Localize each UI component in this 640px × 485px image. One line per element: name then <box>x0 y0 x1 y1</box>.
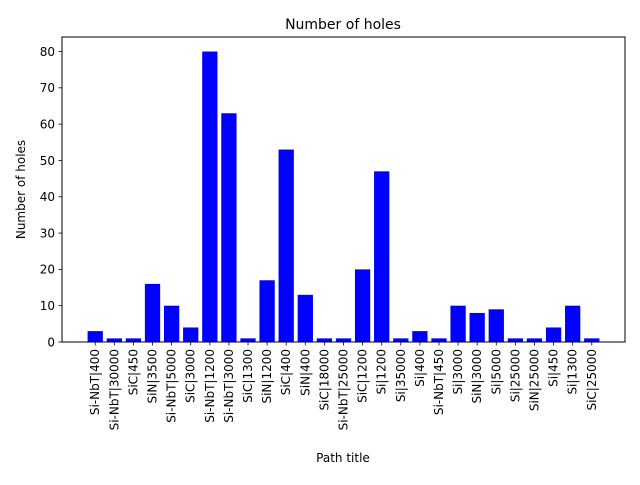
bar <box>507 338 524 342</box>
bar <box>125 338 142 342</box>
bar <box>221 113 237 342</box>
bar <box>163 305 180 342</box>
bar <box>354 269 371 342</box>
x-tick-label: SiN|3000 <box>470 349 484 404</box>
bar <box>202 51 218 343</box>
chart-title: Number of holes <box>285 17 401 33</box>
plot-frame <box>61 36 626 343</box>
bar <box>469 312 485 342</box>
x-tick-label: SiC|18000 <box>317 349 331 411</box>
x-tick-label: Si|1200 <box>375 349 389 395</box>
x-tick-label: Si|1300 <box>566 349 580 395</box>
x-tick-label: SiN|3500 <box>146 349 160 404</box>
y-tick-label: 50 <box>40 154 55 168</box>
bar <box>545 327 562 342</box>
bar <box>278 149 294 342</box>
y-axis-ticks: 0 10 20 30 40 50 60 70 80 <box>40 45 62 349</box>
y-tick-label: 40 <box>40 190 55 204</box>
x-tick-label: Si-NbT|3000 <box>222 349 236 423</box>
x-tick-label: Si|3000 <box>451 349 465 395</box>
y-tick-label: 70 <box>40 81 55 95</box>
bars-group <box>87 51 600 343</box>
bar <box>183 327 199 342</box>
x-axis-label: Path title <box>316 451 370 465</box>
bar <box>374 171 390 342</box>
x-tick-label: Si-NbT|30000 <box>107 349 121 430</box>
bar <box>565 305 581 342</box>
x-tick-label: SiC|400 <box>279 349 293 395</box>
y-tick-label: 10 <box>40 299 55 313</box>
x-tick-label: Si-NbT|450 <box>432 349 446 415</box>
x-tick-label: SiC|1300 <box>241 349 255 403</box>
x-tick-label: Si-NbT|1200 <box>203 349 217 423</box>
x-tick-label: Si|35000 <box>394 349 408 402</box>
y-axis-label: Number of holes <box>14 140 28 239</box>
bar <box>87 331 103 342</box>
bar <box>240 338 256 342</box>
x-tick-label: Si-NbT|5000 <box>165 349 179 423</box>
bar <box>584 338 600 342</box>
bar <box>297 294 313 342</box>
bar <box>316 338 333 342</box>
x-tick-label: Si-NbT|400 <box>88 349 102 415</box>
x-axis-ticks: Si-NbT|400 Si-NbT|30000 SiC|450 SiN|3500 Si-… <box>88 342 599 430</box>
bar <box>259 280 275 342</box>
bar <box>144 283 161 342</box>
y-tick-label: 30 <box>40 226 55 240</box>
x-tick-label: SiC|1200 <box>356 349 370 403</box>
bar <box>412 331 428 342</box>
y-tick-label: 0 <box>47 335 55 349</box>
x-tick-label: SiC|25000 <box>585 349 599 411</box>
bar <box>526 338 543 342</box>
x-tick-label: SiN|25000 <box>527 349 541 411</box>
y-tick-label: 20 <box>40 263 55 277</box>
x-tick-label: Si-NbT|25000 <box>337 349 351 430</box>
x-tick-label: SiN|1200 <box>260 349 274 404</box>
x-tick-label: SiC|450 <box>126 349 140 395</box>
bar <box>488 309 504 342</box>
bar <box>450 305 466 342</box>
y-tick-label: 60 <box>40 117 55 131</box>
x-tick-label: Si|25000 <box>508 349 522 402</box>
x-tick-label: Si|450 <box>547 349 561 387</box>
y-tick-label: 80 <box>40 45 55 59</box>
bar <box>393 338 409 342</box>
x-tick-label: SiN|400 <box>298 349 312 396</box>
x-tick-label: Si|400 <box>413 349 427 387</box>
bar <box>431 338 447 342</box>
x-tick-label: Si|5000 <box>489 349 503 395</box>
x-tick-label: SiC|3000 <box>184 349 198 403</box>
bar <box>106 338 122 342</box>
bar <box>335 338 352 342</box>
